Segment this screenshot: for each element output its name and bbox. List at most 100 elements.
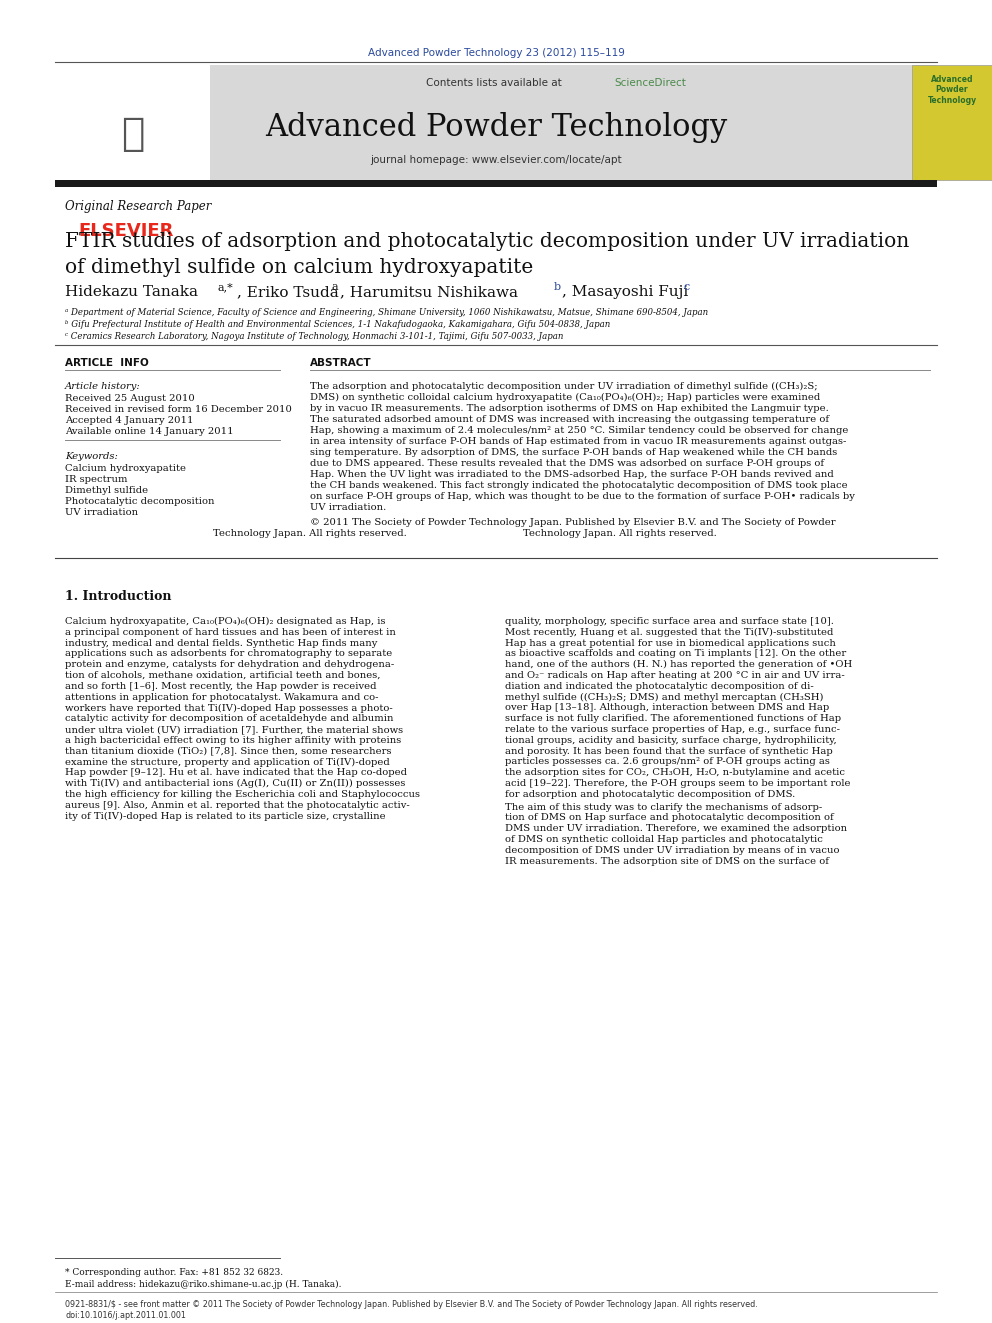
Text: by in vacuo IR measurements. The adsorption isotherms of DMS on Hap exhibited th: by in vacuo IR measurements. The adsorpt… — [310, 404, 828, 413]
Text: in area intensity of surface P-OH bands of Hap estimated from in vacuo IR measur: in area intensity of surface P-OH bands … — [310, 437, 846, 446]
Text: 🌳: 🌳 — [121, 115, 145, 153]
Text: of dimethyl sulfide on calcium hydroxyapatite: of dimethyl sulfide on calcium hydroxyap… — [65, 258, 534, 277]
Text: Hap, showing a maximum of 2.4 molecules/nm² at 250 °C. Similar tendency could be: Hap, showing a maximum of 2.4 molecules/… — [310, 426, 848, 435]
Text: ABSTRACT: ABSTRACT — [310, 359, 372, 368]
Text: surface is not fully clarified. The aforementioned functions of Hap: surface is not fully clarified. The afor… — [505, 714, 841, 724]
Text: Hidekazu Tanaka: Hidekazu Tanaka — [65, 284, 198, 299]
Text: sing temperature. By adsorption of DMS, the surface P-OH bands of Hap weakened w: sing temperature. By adsorption of DMS, … — [310, 448, 837, 456]
Text: Technology Japan. All rights reserved.: Technology Japan. All rights reserved. — [523, 529, 717, 538]
Text: Available online 14 January 2011: Available online 14 January 2011 — [65, 427, 234, 437]
Text: attentions in application for photocatalyst. Wakamura and co-: attentions in application for photocatal… — [65, 693, 379, 701]
Text: , Eriko Tsuda: , Eriko Tsuda — [237, 284, 338, 299]
Text: the adsorption sites for CO₂, CH₃OH, H₂O, n-butylamine and acetic: the adsorption sites for CO₂, CH₃OH, H₂O… — [505, 769, 845, 777]
Text: ELSEVIER: ELSEVIER — [78, 222, 174, 239]
Text: over Hap [13–18]. Although, interaction between DMS and Hap: over Hap [13–18]. Although, interaction … — [505, 704, 829, 712]
Text: examine the structure, property and application of Ti(IV)-doped: examine the structure, property and appl… — [65, 757, 390, 766]
Text: than titanium dioxide (TiO₂) [7,8]. Since then, some researchers: than titanium dioxide (TiO₂) [7,8]. Sinc… — [65, 746, 392, 755]
Text: the high efficiency for killing the Escherichia coli and Staphylococcus: the high efficiency for killing the Esch… — [65, 790, 420, 799]
Text: Advanced Powder Technology 23 (2012) 115–119: Advanced Powder Technology 23 (2012) 115… — [368, 48, 624, 58]
Text: with Ti(IV) and antibacterial ions (Ag(I), Cu(II) or Zn(II)) possesses: with Ti(IV) and antibacterial ions (Ag(I… — [65, 779, 406, 789]
Text: Technology Japan. All rights reserved.: Technology Japan. All rights reserved. — [213, 529, 407, 538]
Text: , Masayoshi Fuji: , Masayoshi Fuji — [562, 284, 688, 299]
Text: Photocatalytic decomposition: Photocatalytic decomposition — [65, 497, 214, 505]
Text: ScienceDirect: ScienceDirect — [614, 78, 685, 89]
Text: c: c — [683, 282, 689, 292]
Text: and so forth [1–6]. Most recently, the Hap powder is received: and so forth [1–6]. Most recently, the H… — [65, 681, 377, 691]
Text: and O₂⁻ radicals on Hap after heating at 200 °C in air and UV irra-: and O₂⁻ radicals on Hap after heating at… — [505, 671, 845, 680]
Text: Hap powder [9–12]. Hu et al. have indicated that the Hap co-doped: Hap powder [9–12]. Hu et al. have indica… — [65, 769, 407, 777]
Text: Keywords:: Keywords: — [65, 452, 118, 460]
Text: 1. Introduction: 1. Introduction — [65, 590, 172, 603]
Text: for adsorption and photocatalytic decomposition of DMS.: for adsorption and photocatalytic decomp… — [505, 790, 796, 799]
Text: Original Research Paper: Original Research Paper — [65, 200, 211, 213]
Text: doi:10.1016/j.apt.2011.01.001: doi:10.1016/j.apt.2011.01.001 — [65, 1311, 186, 1320]
Text: tional groups, acidity and basicity, surface charge, hydrophilicity,: tional groups, acidity and basicity, sur… — [505, 736, 836, 745]
Text: ᵇ Gifu Prefectural Institute of Health and Environmental Sciences, 1-1 Nakafudog: ᵇ Gifu Prefectural Institute of Health a… — [65, 320, 610, 329]
Text: a,*: a,* — [218, 282, 234, 292]
Text: journal homepage: www.elsevier.com/locate/apt: journal homepage: www.elsevier.com/locat… — [370, 155, 622, 165]
Text: Advanced
Powder
Technology: Advanced Powder Technology — [928, 75, 976, 105]
Text: applications such as adsorbents for chromatography to separate: applications such as adsorbents for chro… — [65, 650, 392, 659]
Text: FTIR studies of adsorption and photocatalytic decomposition under UV irradiation: FTIR studies of adsorption and photocata… — [65, 232, 910, 251]
Text: The adsorption and photocatalytic decomposition under UV irradiation of dimethyl: The adsorption and photocatalytic decomp… — [310, 382, 817, 392]
Text: ARTICLE  INFO: ARTICLE INFO — [65, 359, 149, 368]
Text: a: a — [332, 282, 338, 292]
Text: of DMS on synthetic colloidal Hap particles and photocatalytic: of DMS on synthetic colloidal Hap partic… — [505, 835, 823, 844]
Text: Accepted 4 January 2011: Accepted 4 January 2011 — [65, 415, 193, 425]
Text: diation and indicated the photocatalytic decomposition of di-: diation and indicated the photocatalytic… — [505, 681, 813, 691]
Bar — [912, 65, 992, 180]
Text: Advanced Powder Technology: Advanced Powder Technology — [265, 112, 727, 143]
Text: particles possesses ca. 2.6 groups/nm² of P-OH groups acting as: particles possesses ca. 2.6 groups/nm² o… — [505, 757, 830, 766]
Text: E-mail address: hidekazu@riko.shimane-u.ac.jp (H. Tanaka).: E-mail address: hidekazu@riko.shimane-u.… — [65, 1279, 341, 1289]
Text: * Corresponding author. Fax: +81 852 32 6823.: * Corresponding author. Fax: +81 852 32 … — [65, 1267, 283, 1277]
Text: ᵃ Department of Material Science, Faculty of Science and Engineering, Shimane Un: ᵃ Department of Material Science, Facult… — [65, 308, 708, 318]
Text: © 2011 The Society of Powder Technology Japan. Published by Elsevier B.V. and Th: © 2011 The Society of Powder Technology … — [310, 519, 835, 527]
Text: relate to the various surface properties of Hap, e.g., surface func-: relate to the various surface properties… — [505, 725, 840, 734]
Text: decomposition of DMS under UV irradiation by means of in vacuo: decomposition of DMS under UV irradiatio… — [505, 845, 839, 855]
Bar — [55, 180, 937, 187]
Text: The saturated adsorbed amount of DMS was increased with increasing the outgassin: The saturated adsorbed amount of DMS was… — [310, 415, 829, 423]
Text: and porosity. It has been found that the surface of synthetic Hap: and porosity. It has been found that the… — [505, 746, 832, 755]
Text: on surface P-OH groups of Hap, which was thought to be due to the formation of s: on surface P-OH groups of Hap, which was… — [310, 492, 855, 501]
Text: acid [19–22]. Therefore, the P-OH groups seem to be important role: acid [19–22]. Therefore, the P-OH groups… — [505, 779, 850, 789]
Text: aureus [9]. Also, Anmin et al. reported that the photocatalytic activ-: aureus [9]. Also, Anmin et al. reported … — [65, 800, 410, 810]
Bar — [58, 67, 208, 179]
Text: The aim of this study was to clarify the mechanisms of adsorp-: The aim of this study was to clarify the… — [505, 803, 822, 811]
Text: IR measurements. The adsorption site of DMS on the surface of: IR measurements. The adsorption site of … — [505, 856, 829, 865]
Text: DMS under UV irradiation. Therefore, we examined the adsorption: DMS under UV irradiation. Therefore, we … — [505, 824, 847, 833]
Text: Hap has a great potential for use in biomedical applications such: Hap has a great potential for use in bio… — [505, 639, 836, 647]
Text: Calcium hydroxyapatite, Ca₁₀(PO₄)₆(OH)₂ designated as Hap, is: Calcium hydroxyapatite, Ca₁₀(PO₄)₆(OH)₂ … — [65, 617, 386, 626]
Text: tion of alcohols, methane oxidation, artificial teeth and bones,: tion of alcohols, methane oxidation, art… — [65, 671, 381, 680]
Text: Hap. When the UV light was irradiated to the DMS-adsorbed Hap, the surface P-OH : Hap. When the UV light was irradiated to… — [310, 470, 833, 479]
Text: industry, medical and dental fields. Synthetic Hap finds many: industry, medical and dental fields. Syn… — [65, 639, 377, 647]
Text: DMS) on synthetic colloidal calcium hydroxyapatite (Ca₁₀(PO₄)₆(OH)₂; Hap) partic: DMS) on synthetic colloidal calcium hydr… — [310, 393, 820, 402]
Text: tion of DMS on Hap surface and photocatalytic decomposition of: tion of DMS on Hap surface and photocata… — [505, 814, 833, 823]
Text: Calcium hydroxyapatite: Calcium hydroxyapatite — [65, 464, 186, 474]
Text: Received in revised form 16 December 2010: Received in revised form 16 December 201… — [65, 405, 292, 414]
Bar — [55, 65, 210, 180]
Text: due to DMS appeared. These results revealed that the DMS was adsorbed on surface: due to DMS appeared. These results revea… — [310, 459, 824, 468]
Text: ᶜ Ceramics Research Laboratory, Nagoya Institute of Technology, Honmachi 3-101-1: ᶜ Ceramics Research Laboratory, Nagoya I… — [65, 332, 563, 341]
Text: Contents lists available at: Contents lists available at — [427, 78, 565, 89]
Text: ity of Ti(IV)-doped Hap is related to its particle size, crystalline: ity of Ti(IV)-doped Hap is related to it… — [65, 811, 386, 820]
Text: as bioactive scaffolds and coating on Ti implants [12]. On the other: as bioactive scaffolds and coating on Ti… — [505, 650, 846, 659]
Text: under ultra violet (UV) irradiation [7]. Further, the material shows: under ultra violet (UV) irradiation [7].… — [65, 725, 403, 734]
Text: Dimethyl sulfide: Dimethyl sulfide — [65, 486, 148, 495]
Bar — [55, 65, 937, 180]
Text: UV irradiation.: UV irradiation. — [310, 503, 386, 512]
Text: Most recently, Huang et al. suggested that the Ti(IV)-substituted: Most recently, Huang et al. suggested th… — [505, 628, 833, 636]
Text: Article history:: Article history: — [65, 382, 141, 392]
Text: a principal component of hard tissues and has been of interest in: a principal component of hard tissues an… — [65, 628, 396, 636]
Text: IR spectrum: IR spectrum — [65, 475, 128, 484]
Text: the CH bands weakened. This fact strongly indicated the photocatalytic decomposi: the CH bands weakened. This fact strongl… — [310, 482, 847, 490]
Text: a high bactericidal effect owing to its higher affinity with proteins: a high bactericidal effect owing to its … — [65, 736, 401, 745]
Text: b: b — [554, 282, 561, 292]
Text: hand, one of the authors (H. N.) has reported the generation of •OH: hand, one of the authors (H. N.) has rep… — [505, 660, 852, 669]
Text: methyl sulfide ((CH₃)₂S; DMS) and methyl mercaptan (CH₃SH): methyl sulfide ((CH₃)₂S; DMS) and methyl… — [505, 693, 823, 701]
Text: workers have reported that Ti(IV)-doped Hap possesses a photo-: workers have reported that Ti(IV)-doped … — [65, 704, 393, 713]
Text: UV irradiation: UV irradiation — [65, 508, 138, 517]
Text: protein and enzyme, catalysts for dehydration and dehydrogena-: protein and enzyme, catalysts for dehydr… — [65, 660, 394, 669]
Text: quality, morphology, specific surface area and surface state [10].: quality, morphology, specific surface ar… — [505, 617, 834, 626]
Text: , Harumitsu Nishikawa: , Harumitsu Nishikawa — [340, 284, 518, 299]
Text: Received 25 August 2010: Received 25 August 2010 — [65, 394, 194, 404]
